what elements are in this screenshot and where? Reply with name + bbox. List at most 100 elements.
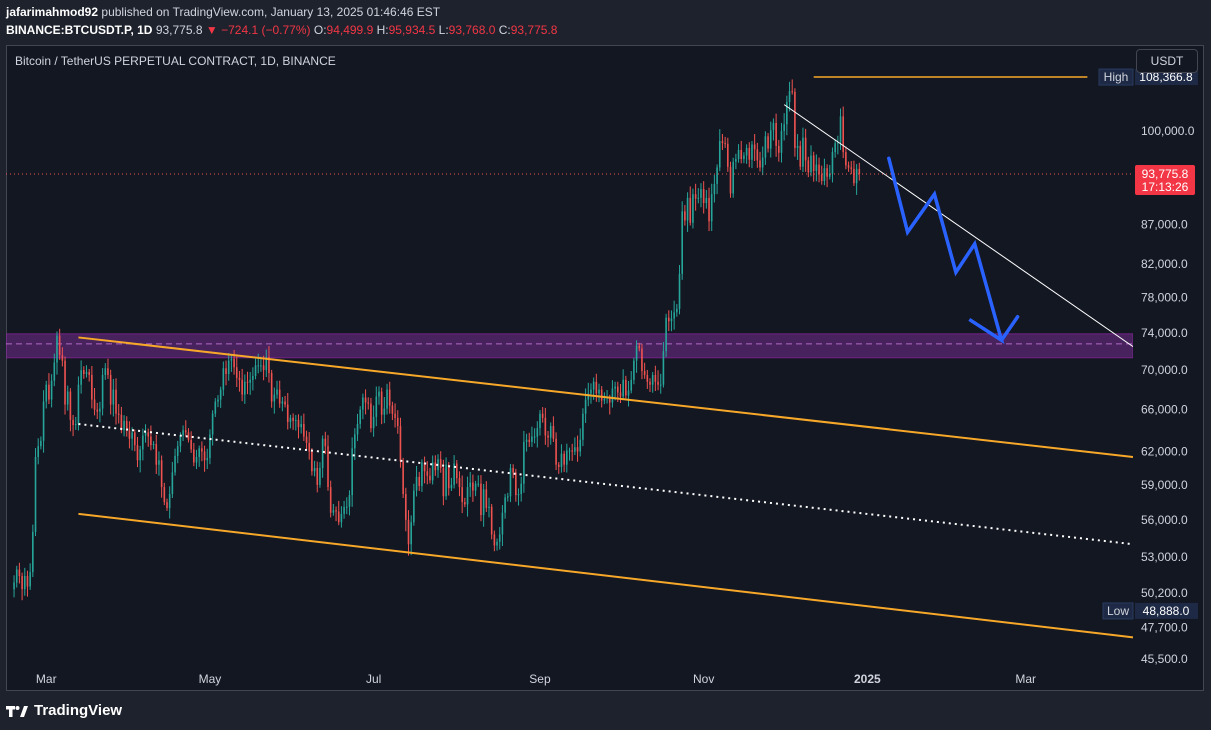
low-tag-box bbox=[1102, 602, 1134, 620]
candle-body bbox=[496, 541, 498, 546]
down-triangle-icon: ▼ bbox=[205, 23, 218, 37]
price-tick-label: 45,500.0 bbox=[1141, 652, 1188, 666]
candle-body bbox=[461, 487, 463, 503]
close-label: C: bbox=[498, 23, 511, 37]
candle-body bbox=[517, 493, 520, 496]
candle-body bbox=[238, 377, 241, 380]
candle-body bbox=[662, 351, 665, 385]
symbol-ohlc-line: BINANCE:BTCUSDT.P, 1D 93,775.8 ▼ −724.1 … bbox=[6, 23, 557, 37]
candle-body bbox=[249, 379, 251, 383]
candle-body bbox=[748, 147, 751, 160]
candle-body bbox=[321, 438, 324, 468]
candle-body bbox=[445, 464, 447, 497]
candle-body bbox=[716, 167, 718, 184]
candle-body bbox=[560, 453, 563, 467]
candle-body bbox=[681, 211, 684, 274]
candle-body bbox=[80, 370, 82, 385]
high-value-label: 108,366.8 bbox=[1139, 70, 1193, 84]
candle-body bbox=[745, 147, 748, 156]
candle-body bbox=[93, 399, 96, 410]
plot-area bbox=[6, 76, 1133, 639]
candle-body bbox=[493, 534, 496, 546]
candle-body bbox=[48, 384, 50, 400]
candle-body bbox=[469, 482, 472, 488]
candle-body bbox=[590, 389, 592, 394]
candle-body bbox=[147, 432, 150, 437]
candle-body bbox=[378, 391, 380, 397]
chart-panel[interactable] bbox=[6, 45, 1204, 691]
candle-body bbox=[555, 438, 557, 465]
candle-body bbox=[786, 102, 788, 125]
candle-body bbox=[646, 374, 649, 382]
candle-body bbox=[262, 365, 265, 371]
candle-body bbox=[370, 403, 372, 429]
candle-body bbox=[764, 136, 767, 158]
candle-body bbox=[616, 386, 619, 393]
candle-body bbox=[367, 402, 370, 404]
candle-body bbox=[455, 463, 458, 479]
candle-body bbox=[576, 447, 579, 452]
candle-body bbox=[689, 197, 692, 223]
candle-body bbox=[434, 462, 437, 471]
candle-body bbox=[276, 389, 278, 395]
candle-body bbox=[649, 381, 651, 385]
candle-body bbox=[823, 168, 826, 182]
candle-body bbox=[858, 168, 861, 175]
candle-body bbox=[458, 478, 461, 488]
candle-body bbox=[796, 145, 799, 148]
candle-body bbox=[804, 137, 807, 161]
candle-body bbox=[523, 441, 525, 484]
candle-body bbox=[850, 167, 853, 169]
candle-body bbox=[316, 467, 319, 485]
time-tick-label: May bbox=[199, 672, 222, 686]
candle-body bbox=[184, 430, 187, 433]
candle-body bbox=[23, 576, 26, 590]
candle-body bbox=[595, 381, 598, 394]
candle-body bbox=[26, 576, 29, 587]
candle-body bbox=[319, 467, 321, 485]
high-tag-label: High bbox=[1104, 70, 1129, 84]
candle-body bbox=[651, 374, 654, 385]
candle-body bbox=[230, 358, 233, 361]
candle-body bbox=[332, 510, 335, 513]
candle-body bbox=[772, 122, 775, 131]
candle-body bbox=[447, 464, 450, 489]
candle-body bbox=[665, 317, 667, 352]
candle-body bbox=[622, 379, 624, 397]
candle-body bbox=[375, 396, 378, 417]
candle-body bbox=[442, 467, 445, 497]
candle-body bbox=[198, 448, 201, 457]
candle-body bbox=[217, 399, 219, 402]
price-tick-label: 87,000.0 bbox=[1141, 217, 1188, 231]
candle-body bbox=[504, 497, 506, 513]
high-label: H: bbox=[376, 23, 389, 37]
candle-body bbox=[268, 356, 270, 374]
candle-body bbox=[439, 459, 442, 468]
candle-body bbox=[45, 384, 48, 402]
candle-body bbox=[351, 448, 353, 496]
candle-body bbox=[794, 91, 796, 148]
candle-body bbox=[297, 419, 300, 428]
currency-button[interactable]: USDT bbox=[1136, 49, 1198, 73]
candle-body bbox=[241, 379, 243, 395]
candle-body bbox=[429, 475, 431, 481]
candle-body bbox=[278, 389, 281, 404]
candle-body bbox=[372, 416, 375, 429]
candle-body bbox=[587, 393, 590, 400]
candle-body bbox=[69, 391, 72, 420]
candle-body bbox=[472, 482, 474, 491]
candle-body bbox=[85, 372, 88, 375]
candle-body bbox=[64, 360, 66, 405]
candle-body bbox=[66, 391, 69, 405]
price-tick-label: 100,000.0 bbox=[1141, 124, 1195, 138]
candle-body bbox=[104, 368, 107, 375]
candle-body bbox=[107, 368, 109, 375]
author-name[interactable]: jafarimahmod92 bbox=[6, 5, 99, 19]
candle-body bbox=[659, 384, 662, 386]
candle-body bbox=[600, 389, 603, 401]
open-label: O: bbox=[313, 23, 327, 37]
footer-brand[interactable]: TradingView bbox=[6, 702, 122, 719]
channel-lower-line bbox=[78, 512, 1133, 639]
channel-upper-line bbox=[78, 336, 1133, 458]
